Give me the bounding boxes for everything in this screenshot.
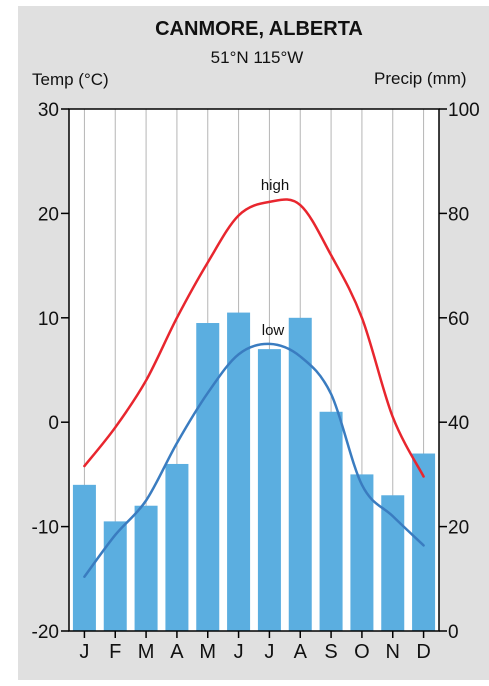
high-line [83, 198, 425, 478]
x-tick-label: J [264, 641, 274, 663]
y-left-tick-label: 20 [38, 204, 59, 225]
low-line [83, 342, 425, 578]
x-tick-label: M [199, 641, 216, 663]
precip-bar-3 [165, 463, 189, 631]
precip-bar-9 [350, 474, 374, 631]
precip-bar-6 [257, 349, 281, 631]
plot-frame [68, 108, 440, 632]
temp-lines [83, 198, 425, 578]
x-tick-label: S [324, 641, 337, 663]
y-right-tick-label: 40 [448, 413, 469, 434]
x-tick-label: F [109, 641, 121, 663]
precip-bar-2 [134, 505, 158, 631]
x-tick-label: J [234, 641, 244, 663]
y-left-tick-label: -10 [32, 518, 59, 539]
chart-subtitle: 51°N 115°W [211, 48, 304, 67]
y-left-tick-label: -20 [32, 622, 59, 643]
x-tick-label: O [354, 641, 370, 663]
y-right-axis-title: Precip (mm) [374, 69, 467, 88]
y-right-tick-label: 20 [448, 518, 469, 539]
precip-bar-5 [227, 312, 251, 631]
x-tick-label: D [416, 641, 430, 663]
precip-bar-7 [288, 317, 312, 631]
x-tick-label: A [170, 641, 184, 663]
x-tick-label: N [386, 641, 400, 663]
y-left-tick-label: 10 [38, 309, 59, 330]
y-right-tick-label: 80 [448, 204, 469, 225]
precip-bar-8 [319, 411, 343, 631]
y-right-tick-label: 0 [448, 622, 459, 643]
precip-bars [72, 312, 436, 631]
series-label-high: high [261, 177, 289, 194]
y-right-tick-label: 100 [448, 100, 480, 121]
precip-bar-10 [381, 495, 405, 631]
x-tick-label: M [138, 641, 155, 663]
x-tick-label: A [294, 641, 308, 663]
precip-bar-11 [412, 453, 436, 631]
y-right-tick-label: 60 [448, 309, 469, 330]
precip-bar-4 [196, 323, 220, 631]
chart-title: CANMORE, ALBERTA [155, 18, 363, 40]
precip-bar-0 [72, 484, 96, 631]
axes [61, 108, 447, 638]
y-left-tick-label: 30 [38, 100, 59, 121]
precip-bar-1 [103, 521, 127, 631]
x-tick-label: J [79, 641, 89, 663]
y-left-axis-title: Temp (°C) [32, 70, 109, 89]
series-label-low: low [262, 322, 285, 339]
y-left-tick-label: 0 [48, 413, 59, 434]
